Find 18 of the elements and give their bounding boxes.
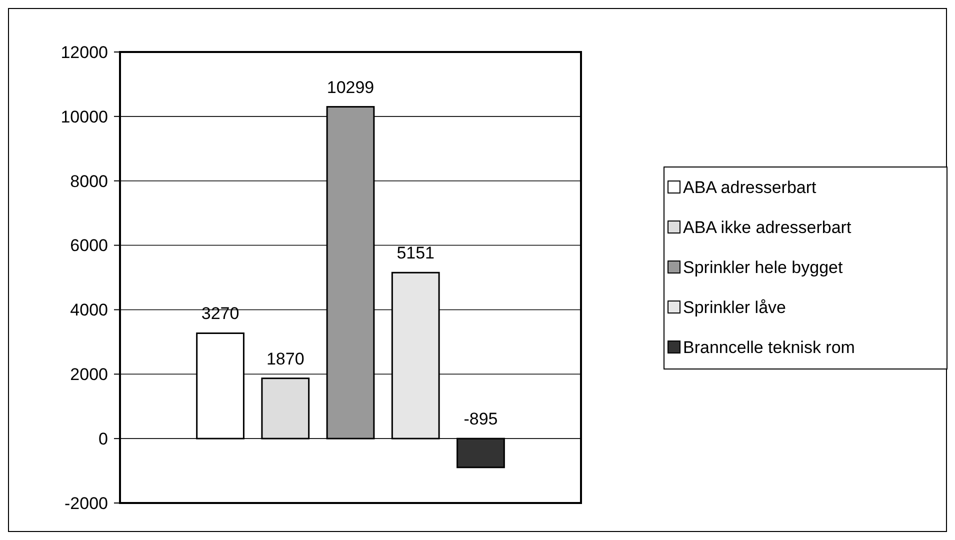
- legend-label: Branncelle teknisk rom: [683, 338, 855, 357]
- y-tick-label: 2000: [70, 365, 108, 384]
- y-tick-label: 6000: [70, 236, 108, 256]
- y-tick-label: 8000: [70, 172, 108, 191]
- data-label: -895: [464, 410, 498, 429]
- legend-label: ABA adresserbart: [683, 178, 817, 197]
- data-label: 10299: [326, 78, 374, 97]
- data-label: 3270: [201, 304, 240, 324]
- legend-label: Sprinkler hele bygget: [683, 258, 843, 277]
- y-tick-label: 4000: [70, 300, 108, 320]
- y-tick-label: -2000: [64, 494, 108, 513]
- data-label: 5151: [396, 244, 435, 263]
- y-tick-label: 10000: [60, 107, 108, 126]
- data-label: 1870: [266, 349, 304, 368]
- y-tick-label: 12000: [60, 42, 108, 62]
- y-tick-label: 0: [98, 430, 108, 449]
- legend-label: Sprinkler låve: [683, 298, 786, 317]
- legend-label: ABA ikke adresserbart: [683, 218, 852, 237]
